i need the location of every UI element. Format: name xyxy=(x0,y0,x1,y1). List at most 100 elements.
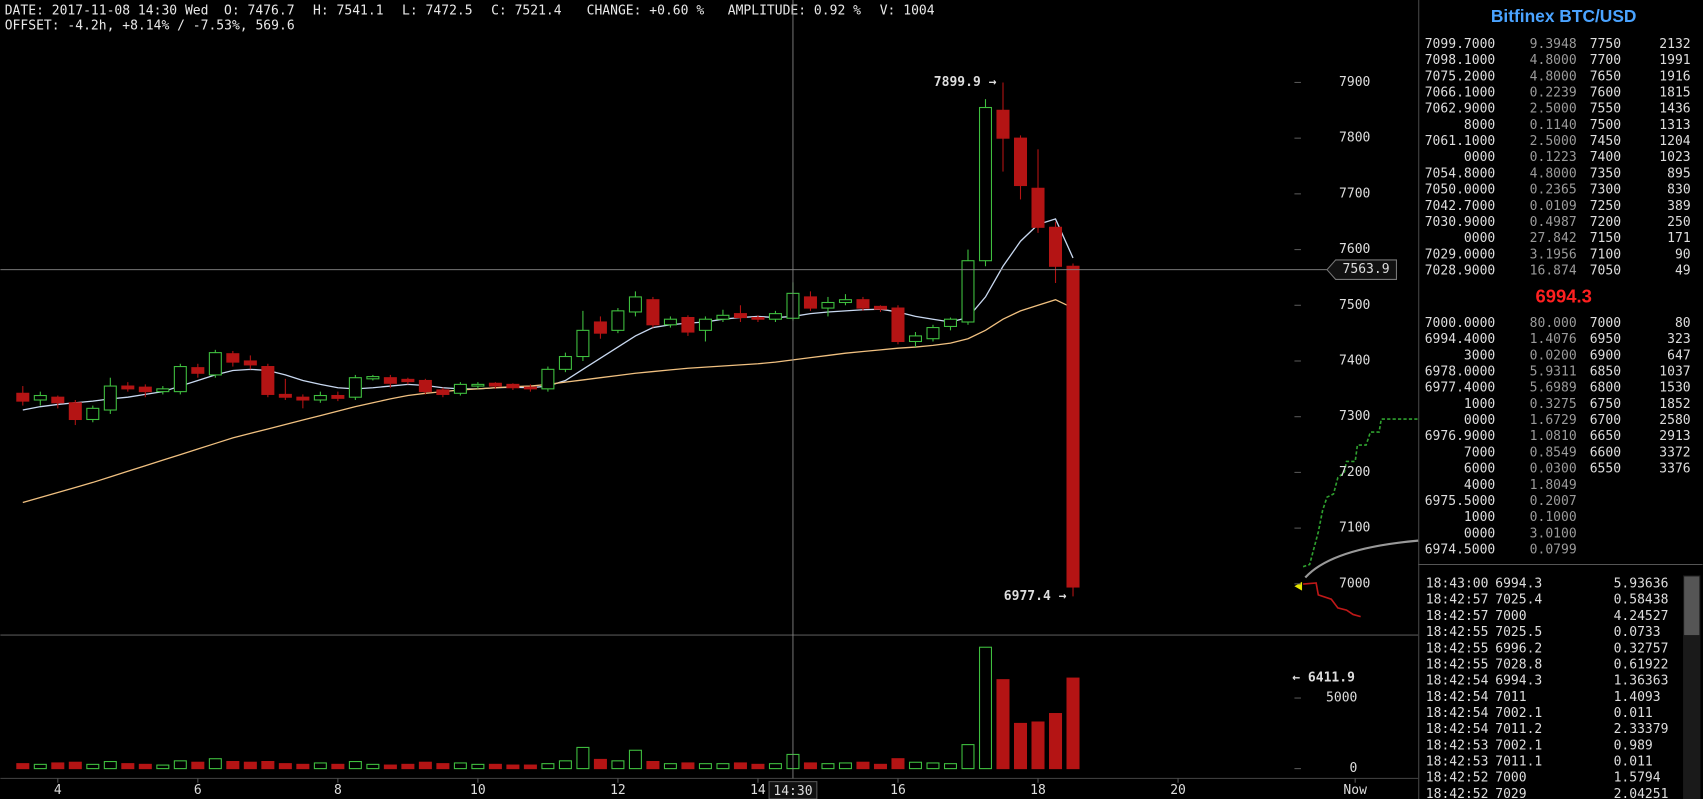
volume-bar xyxy=(471,763,485,770)
candle-body xyxy=(926,327,940,340)
y-tick-label: 7200 xyxy=(1339,465,1370,480)
volume-bar xyxy=(1048,713,1063,770)
ob-level: 7750 xyxy=(1590,37,1621,52)
ob-price: 6974.5000 xyxy=(1425,542,1496,557)
volume-bar xyxy=(103,761,117,770)
candle-body xyxy=(138,386,152,393)
ob-amount: 0.0300 xyxy=(1530,462,1577,477)
volume-bar xyxy=(663,763,677,770)
x-tick-label: 16 xyxy=(890,783,906,798)
candle-body xyxy=(961,260,975,323)
ob-amount: 0.2007 xyxy=(1530,494,1577,509)
trade-price: 7011.2 xyxy=(1495,722,1542,737)
candle-body xyxy=(208,352,222,376)
ob-price: 7029.0000 xyxy=(1425,247,1496,262)
volume-bar xyxy=(173,760,187,770)
trade-price: 7002.1 xyxy=(1495,706,1542,721)
ob-total: 1815 xyxy=(1659,86,1690,101)
candle-body xyxy=(1031,187,1045,228)
ob-level: 7300 xyxy=(1590,183,1621,198)
candle-body xyxy=(891,307,905,343)
volume-bar xyxy=(891,758,905,770)
x-tick-label: 12 xyxy=(610,783,626,798)
candle-body xyxy=(681,316,695,333)
ob-total: 2132 xyxy=(1659,37,1690,52)
trade-time: 18:42:54 xyxy=(1426,674,1489,689)
ob-total: 1313 xyxy=(1659,118,1690,133)
volume-bar xyxy=(926,762,940,770)
volume-bar xyxy=(1013,722,1028,770)
y-tick-label: 7500 xyxy=(1339,298,1370,313)
volume-bar xyxy=(751,763,765,770)
candle-body xyxy=(996,109,1010,139)
y-tick-label: 7100 xyxy=(1339,521,1370,536)
ob-total: 3372 xyxy=(1659,445,1690,460)
x-tick-label: 10 xyxy=(470,783,486,798)
volume-bar xyxy=(803,762,817,770)
volume-bar xyxy=(716,763,730,770)
trade-amount: 0.32757 xyxy=(1614,641,1669,656)
x-tick-label: 6 xyxy=(194,783,202,798)
ob-total: 1204 xyxy=(1659,134,1691,149)
candle-body xyxy=(173,366,187,393)
x-tick-label: 18 xyxy=(1030,783,1046,798)
trade-price: 7025.5 xyxy=(1495,625,1542,640)
y-tick-label: 7800 xyxy=(1339,131,1370,146)
header-field: O: 7476.7 xyxy=(224,3,295,18)
trade-amount: 1.36363 xyxy=(1614,674,1669,689)
trade-price: 7029 xyxy=(1495,787,1526,799)
candle-body xyxy=(226,353,240,363)
trade-history: 18:43:00 6994.3 5.93636 18:42:57 7025.4 0.584… xyxy=(1426,577,1669,799)
ob-price: 7000 xyxy=(1464,445,1495,460)
volume-bar xyxy=(121,763,135,770)
volume-bar xyxy=(51,762,65,770)
ob-level: 7350 xyxy=(1590,166,1621,181)
volume-bar xyxy=(611,760,625,770)
ob-level: 7100 xyxy=(1590,247,1621,262)
trade-time: 18:42:54 xyxy=(1426,690,1489,705)
ob-total: 1991 xyxy=(1659,53,1690,68)
volume-bar xyxy=(856,761,870,770)
ob-amount: 0.0799 xyxy=(1530,542,1577,557)
volume-bar xyxy=(541,763,555,770)
candle-body xyxy=(628,296,642,313)
trade-amount: 5.93636 xyxy=(1614,577,1669,592)
candle-body xyxy=(698,318,712,331)
volume-bar xyxy=(348,761,362,770)
volume-bar xyxy=(873,763,887,770)
y-tick-label: 7600 xyxy=(1339,242,1370,257)
volume-bar xyxy=(961,744,975,770)
ob-amount: 2.5000 xyxy=(1530,102,1577,117)
ob-price: 7098.1000 xyxy=(1425,53,1496,68)
ob-amount: 3.1956 xyxy=(1530,247,1577,262)
candle-body xyxy=(663,318,677,326)
ob-level: 6850 xyxy=(1590,365,1621,380)
ob-level: 7150 xyxy=(1590,231,1621,246)
ob-amount: 5.6989 xyxy=(1530,381,1577,396)
ob-amount: 1.4076 xyxy=(1530,332,1577,347)
candle-body xyxy=(401,378,415,383)
volume-bar xyxy=(401,763,415,770)
trade-time: 18:42:52 xyxy=(1426,787,1489,799)
trade-amount: 4.24527 xyxy=(1614,609,1669,624)
header: DATE: 2017-11-08 14:30 Wed O: 7476.7 H: 75… xyxy=(5,3,935,33)
volume-bar xyxy=(646,761,660,770)
volume-bar xyxy=(453,762,467,770)
ob-amount: 0.2239 xyxy=(1530,86,1577,101)
trade-time: 18:42:57 xyxy=(1426,609,1489,624)
ob-level: 7200 xyxy=(1590,215,1621,230)
last-price: 6994.3 xyxy=(1535,285,1591,306)
trade-price: 7011 xyxy=(1495,690,1526,705)
volume-bar xyxy=(558,760,572,770)
scrollbar-thumb[interactable] xyxy=(1684,576,1700,636)
volume-bar xyxy=(506,764,520,770)
header-field: AMPLITUDE: 0.92 % xyxy=(728,3,861,18)
trade-price: 6996.2 xyxy=(1495,641,1542,656)
volume-bar xyxy=(16,763,30,770)
volume-bar xyxy=(313,762,327,770)
candle-body xyxy=(978,106,993,262)
volume-annotation: ← 6411.9 xyxy=(1292,671,1355,686)
volume-bar xyxy=(86,763,100,770)
depth-bids xyxy=(1302,418,1419,568)
trade-time: 18:42:53 xyxy=(1426,738,1489,753)
